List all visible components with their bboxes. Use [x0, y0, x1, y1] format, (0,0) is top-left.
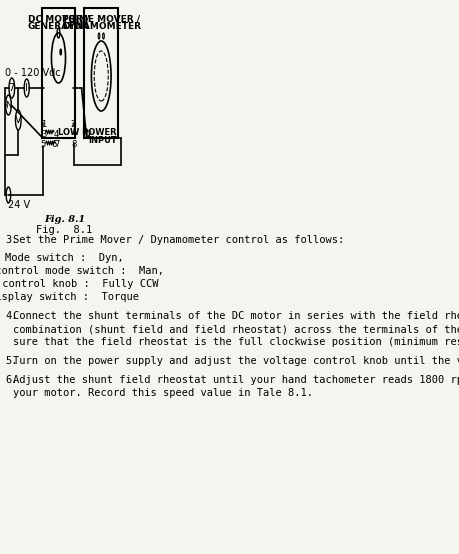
Circle shape [73, 122, 74, 126]
Bar [84, 8, 118, 138]
Text: Connect the shunt terminals of the DC motor in series with the field rheostat. T: Connect the shunt terminals of the DC mo… [13, 311, 459, 321]
Text: Fig. 8.1: Fig. 8.1 [44, 215, 85, 224]
Text: 4.: 4. [5, 311, 17, 321]
Text: Mode switch :  Dyn,: Mode switch : Dyn, [5, 253, 124, 263]
Text: 24 V: 24 V [8, 200, 31, 210]
Text: Display switch :  Torque: Display switch : Torque [0, 292, 140, 302]
Text: 7: 7 [9, 83, 15, 93]
Text: DYNAMOMETER: DYNAMOMETER [62, 22, 141, 31]
Text: 3.: 3. [5, 235, 17, 245]
Text: your motor. Record this speed value in Tale 8.1.: your motor. Record this speed value in T… [13, 388, 313, 398]
Circle shape [43, 122, 45, 126]
Text: LOW POWER: LOW POWER [58, 128, 117, 137]
Text: 5: 5 [40, 140, 45, 149]
Text: 0 - 120 Vdc: 0 - 120 Vdc [5, 68, 61, 78]
Circle shape [86, 133, 87, 137]
Text: PRIME MOVER /: PRIME MOVER / [62, 14, 140, 23]
Text: Load control knob :  Fully CCW: Load control knob : Fully CCW [0, 279, 158, 289]
Text: Turn on the power supply and adjust the voltage control knob until the voltmeter: Turn on the power supply and adjust the … [13, 356, 459, 366]
Bar [42, 8, 75, 138]
Text: 2: 2 [87, 130, 92, 139]
Text: 4: 4 [54, 130, 59, 139]
Text: Fig.  8.1: Fig. 8.1 [36, 225, 93, 235]
Text: Load control mode switch :  Man,: Load control mode switch : Man, [0, 266, 164, 276]
Text: sure that the field rheostat is the full clockwise position (minimum resistance): sure that the field rheostat is the full… [13, 337, 459, 347]
Text: 6: 6 [51, 140, 56, 149]
Text: 6.: 6. [5, 375, 17, 385]
Text: V: V [15, 115, 22, 125]
Text: 1: 1 [84, 130, 89, 139]
Text: INPUT: INPUT [88, 136, 117, 145]
Text: 8: 8 [71, 140, 76, 149]
Text: 2: 2 [71, 120, 76, 129]
Text: GENERATOR: GENERATOR [28, 22, 89, 31]
Text: 7: 7 [54, 140, 60, 149]
Text: Adjust the shunt field rheostat until your hand tachometer reads 1800 rpm. This : Adjust the shunt field rheostat until yo… [13, 375, 459, 385]
Text: 5.: 5. [5, 356, 17, 366]
Text: 3: 3 [41, 130, 46, 139]
Circle shape [89, 133, 90, 137]
Text: DC MOTOR /: DC MOTOR / [28, 14, 89, 23]
Text: N: N [5, 100, 12, 110]
Text: I: I [25, 83, 28, 93]
Circle shape [60, 49, 62, 55]
Text: Set the Prime Mover / Dynamometer control as follows:: Set the Prime Mover / Dynamometer contro… [13, 235, 344, 245]
Text: 1: 1 [41, 120, 46, 129]
Text: combination (shunt field and field rheostat) across the terminals of the armatur: combination (shunt field and field rheos… [13, 324, 459, 334]
